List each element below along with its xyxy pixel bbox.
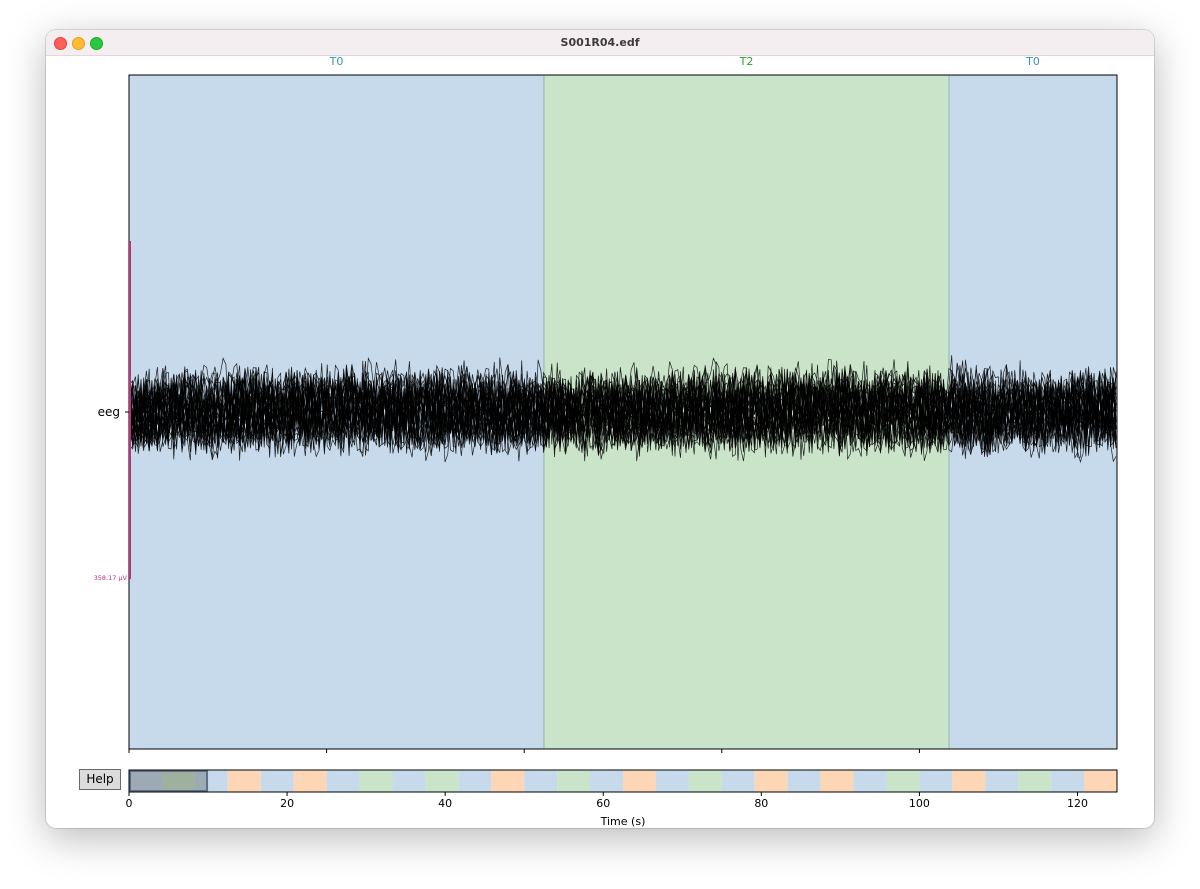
eeg-trace bbox=[129, 359, 1117, 458]
overview-segment bbox=[557, 770, 591, 792]
eeg-traces bbox=[129, 355, 1117, 464]
app-window: S001R04.edf T0 T2 T0 358.17 µV eeg 02468 H… bbox=[46, 30, 1154, 828]
overview-segment bbox=[227, 770, 261, 792]
overview-segment bbox=[952, 770, 986, 792]
overview-segment bbox=[985, 770, 1019, 792]
overview-segment bbox=[1051, 770, 1085, 792]
overview-segment bbox=[820, 770, 854, 792]
overview-segment bbox=[491, 770, 525, 792]
overview-segment bbox=[590, 770, 623, 792]
overview-segment bbox=[1018, 770, 1052, 792]
overview-segment bbox=[458, 770, 492, 792]
annotation-label-0: T0 bbox=[329, 55, 344, 68]
overview-x-tick-label: 40 bbox=[438, 797, 452, 810]
eeg-main-plot[interactable]: T0 T2 T0 358.17 µV eeg 02468 bbox=[46, 55, 1154, 755]
eeg-trace bbox=[129, 364, 1117, 454]
overview-x-tick-label: 80 bbox=[754, 797, 768, 810]
overview-segment bbox=[853, 770, 887, 792]
overview-segment bbox=[129, 770, 162, 792]
overview-x-tick-label: 0 bbox=[126, 797, 133, 810]
overview-segment bbox=[1084, 770, 1117, 792]
overview-segment bbox=[359, 770, 393, 792]
overview-segment bbox=[260, 770, 294, 792]
title-bar: S001R04.edf bbox=[46, 30, 1154, 56]
overview-bar[interactable]: 0 20 40 60 80 100 120 Time (s) bbox=[46, 755, 1154, 828]
overview-segment bbox=[787, 770, 821, 792]
overview-segment bbox=[161, 770, 195, 792]
eeg-trace bbox=[129, 360, 1117, 458]
overview-x-tick-label: 20 bbox=[280, 797, 294, 810]
overview-segment bbox=[688, 770, 722, 792]
overview-x-tick-label: 120 bbox=[1067, 797, 1088, 810]
maximize-window-button[interactable] bbox=[90, 37, 103, 50]
overview-x-axis: 0 20 40 60 80 100 120 bbox=[126, 792, 1088, 810]
overview-segment bbox=[886, 770, 920, 792]
close-window-button[interactable] bbox=[54, 37, 67, 50]
overview-segment bbox=[754, 770, 788, 792]
overview-segment bbox=[623, 770, 656, 792]
overview-segments bbox=[129, 770, 1117, 792]
overview-segment bbox=[392, 770, 426, 792]
annotation-label-1: T2 bbox=[739, 55, 754, 68]
channel-label-eeg[interactable]: eeg bbox=[98, 405, 120, 419]
overview-x-tick-label: 60 bbox=[596, 797, 610, 810]
help-button[interactable]: Help bbox=[79, 769, 121, 790]
overview-segment bbox=[655, 770, 689, 792]
main-x-axis: 02468 bbox=[128, 749, 920, 753]
overview-segment bbox=[293, 770, 327, 792]
overview-segment bbox=[194, 770, 228, 792]
scale-bar-label: 358.17 µV bbox=[94, 574, 128, 582]
annotation-label-2: T0 bbox=[1025, 55, 1040, 68]
overview-segment bbox=[919, 770, 953, 792]
overview-segment bbox=[721, 770, 755, 792]
eeg-trace bbox=[129, 355, 1117, 463]
eeg-trace bbox=[129, 364, 1117, 459]
overview-segment bbox=[524, 770, 558, 792]
eeg-trace bbox=[129, 360, 1117, 457]
view-window-indicator[interactable] bbox=[129, 770, 209, 792]
overview-frame bbox=[128, 769, 1118, 793]
overview-xlabel: Time (s) bbox=[600, 815, 646, 828]
window-title: S001R04.edf bbox=[560, 36, 640, 49]
minimize-window-button[interactable] bbox=[72, 37, 85, 50]
overview-segment bbox=[326, 770, 360, 792]
overview-segment bbox=[425, 770, 459, 792]
overview-x-tick-label: 100 bbox=[909, 797, 930, 810]
